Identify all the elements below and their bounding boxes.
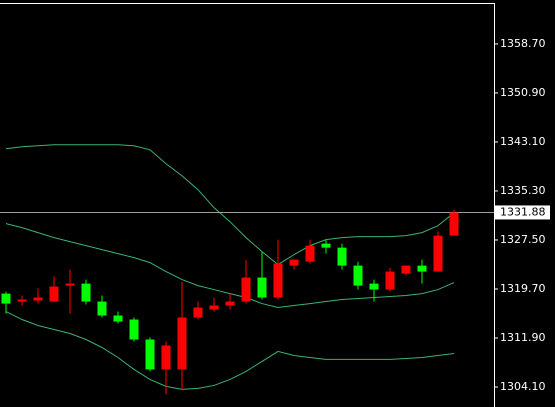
- candle-body: [17, 299, 27, 302]
- candle-body: [97, 301, 107, 316]
- candle-body: [65, 283, 75, 286]
- candle-body: [225, 301, 235, 306]
- last-price-tag: [495, 205, 550, 220]
- candle-body: [273, 263, 283, 298]
- candle-body: [113, 315, 123, 322]
- candle-body: [289, 259, 299, 266]
- bollinger-band: [5, 311, 455, 390]
- candle-body: [433, 235, 443, 272]
- candle-body: [1, 293, 11, 304]
- bollinger-band: [5, 144, 455, 266]
- y-tick-label: 1327.50: [500, 233, 546, 246]
- candle-body: [161, 345, 171, 370]
- y-tick-label: 1350.90: [500, 86, 546, 99]
- y-tick-label: 1311.90: [500, 331, 546, 344]
- candle-body: [417, 265, 427, 272]
- candle-body: [305, 245, 315, 262]
- y-tick-label: 1319.70: [500, 282, 546, 295]
- candle-body: [321, 243, 331, 248]
- candle-body: [193, 307, 203, 318]
- y-tick-label: 1335.30: [500, 184, 546, 197]
- y-tick-label: 1343.10: [500, 135, 546, 148]
- y-tick-label: 1304.10: [500, 380, 546, 393]
- y-tick-label: 1358.70: [500, 37, 546, 50]
- candle-body: [449, 212, 459, 236]
- candle-body: [129, 319, 139, 340]
- candle-body: [81, 283, 91, 302]
- candle-body: [369, 283, 379, 290]
- last-price-label: 1331.88: [500, 205, 546, 218]
- candle-body: [49, 286, 59, 302]
- candle-body: [33, 297, 43, 301]
- candle-body: [209, 305, 219, 310]
- candle-body: [401, 265, 411, 274]
- candle-body: [145, 339, 155, 370]
- candle-body: [385, 271, 395, 290]
- candle-body: [177, 317, 187, 370]
- candle-body: [337, 247, 347, 266]
- candle-body: [241, 277, 251, 302]
- candle-body: [257, 277, 267, 298]
- candle-body: [353, 265, 363, 286]
